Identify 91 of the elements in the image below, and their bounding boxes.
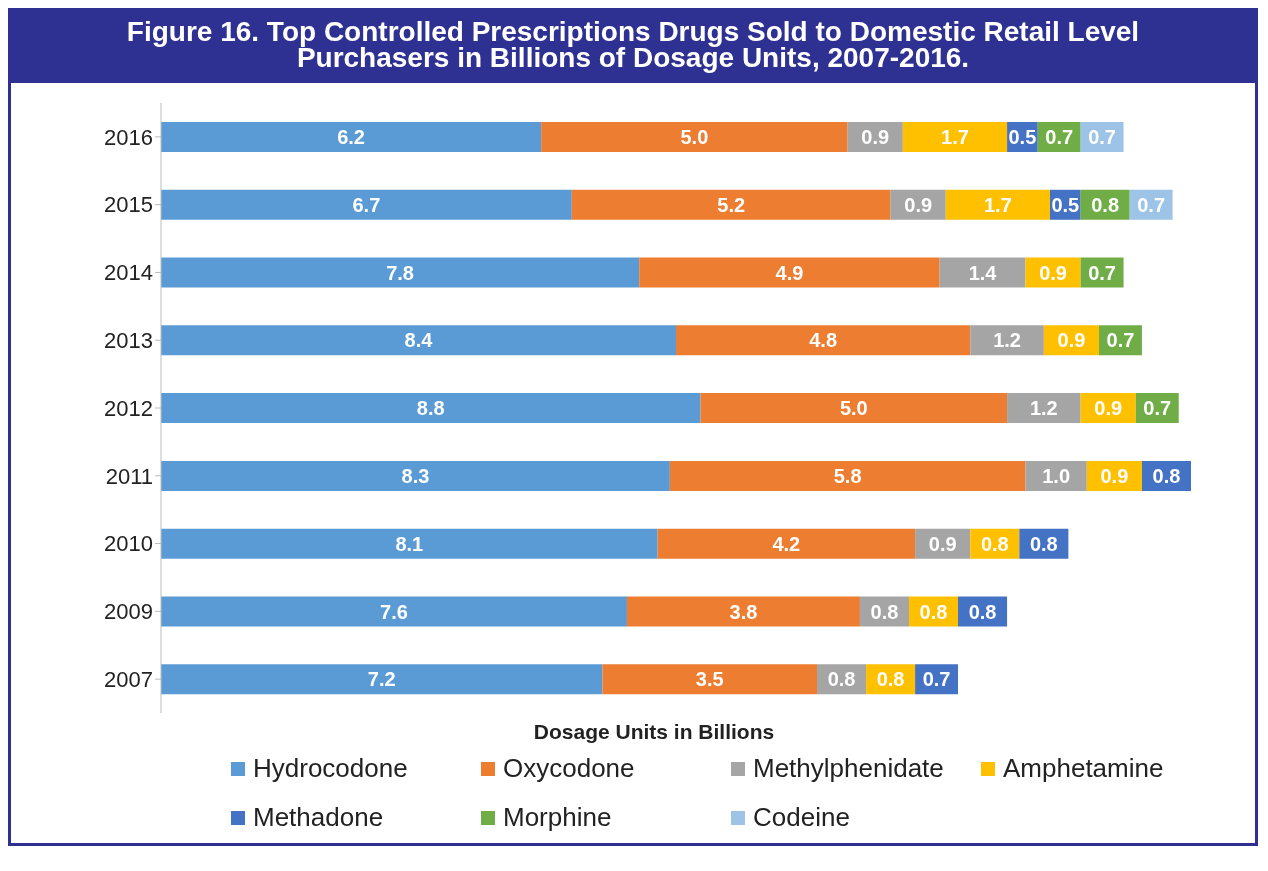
data-label: 5.2	[717, 193, 746, 216]
data-label: 0.9	[1094, 397, 1123, 420]
bar	[161, 596, 627, 627]
data-label: 8.1	[395, 532, 424, 555]
bar	[161, 528, 658, 559]
data-label: 0.8	[919, 600, 948, 623]
data-label: 8.4	[404, 329, 434, 352]
bar	[700, 393, 1008, 424]
y-tick-label: 2016	[104, 124, 153, 150]
bar	[161, 460, 670, 491]
legend-label: Codeine	[753, 802, 850, 833]
data-label: 0.7	[1106, 329, 1135, 352]
chart-title: Figure 16. Top Controlled Prescriptions Drugs Sold to Domestic Retail Level Purchasers in Billions of Dosage Units, 2007-2016.	[11, 11, 1255, 83]
data-label: 0.8	[1152, 464, 1181, 487]
data-label: 0.9	[1100, 464, 1129, 487]
bar	[626, 596, 860, 627]
data-label: 3.8	[729, 600, 758, 623]
y-tick-label: 2015	[104, 192, 153, 218]
data-label: 0.8	[827, 668, 856, 691]
data-label: 0.9	[861, 126, 890, 149]
data-label: 4.8	[809, 329, 838, 352]
data-label: 0.7	[1137, 193, 1166, 216]
data-label: 4.2	[772, 532, 801, 555]
bar	[939, 257, 1026, 288]
bar	[602, 664, 818, 695]
data-label: 0.7	[1143, 397, 1172, 420]
data-label: 0.8	[968, 600, 997, 623]
bar	[161, 393, 701, 424]
data-label: 1.4	[968, 261, 998, 284]
data-label: 1.0	[1042, 464, 1071, 487]
legend-label: Amphetamine	[1003, 753, 1164, 784]
bar	[657, 528, 916, 559]
y-tick-label: 2007	[104, 666, 153, 692]
y-tick-label: 2011	[105, 463, 153, 489]
data-label: 3.5	[695, 668, 724, 691]
data-label: 7.8	[386, 261, 415, 284]
data-label: 0.5	[1008, 126, 1037, 149]
data-label: 0.5	[1051, 193, 1080, 216]
bar	[669, 460, 1026, 491]
x-axis-title: Dosage Units in Billions	[532, 720, 776, 744]
bar	[161, 122, 542, 152]
y-tick-label: 2012	[104, 395, 153, 421]
bar	[161, 257, 640, 288]
y-tick-label: 2010	[104, 531, 153, 557]
data-label: 7.2	[367, 668, 396, 691]
data-label: 8.8	[416, 397, 445, 420]
bar	[161, 664, 603, 695]
data-label: 0.9	[928, 532, 957, 555]
data-label: 1.2	[993, 329, 1021, 352]
data-label: 7.6	[380, 600, 408, 623]
bar	[1025, 460, 1087, 491]
data-label: 1.7	[983, 193, 1012, 216]
bar	[639, 257, 940, 288]
bar	[676, 325, 971, 356]
legend-label: Oxycodone	[503, 753, 635, 784]
legend-label: Morphine	[503, 802, 612, 833]
bar	[945, 189, 1050, 220]
data-label: 0.7	[1045, 126, 1074, 149]
data-label: 0.7	[1088, 261, 1117, 284]
data-label: 0.8	[1091, 193, 1120, 216]
bar	[902, 122, 1008, 152]
bar	[1007, 393, 1081, 424]
data-label: 8.3	[401, 464, 430, 487]
bar	[970, 325, 1044, 356]
y-tick-label: 2013	[104, 328, 153, 354]
data-label: 0.8	[876, 668, 905, 691]
data-label: 6.7	[352, 193, 381, 216]
data-label: 0.9	[1057, 329, 1086, 352]
bar	[541, 122, 848, 152]
y-tick-label: 2014	[104, 260, 153, 286]
data-label: 1.2	[1029, 397, 1058, 420]
data-label: 5.8	[833, 464, 862, 487]
data-label: 0.8	[980, 532, 1009, 555]
data-label: 0.8	[1029, 532, 1058, 555]
legend-label: Hydrocodone	[253, 753, 408, 784]
legend-label: Methadone	[253, 802, 384, 833]
bar	[571, 189, 891, 220]
bar	[161, 189, 572, 220]
data-label: 0.7	[1088, 126, 1117, 149]
data-label: 6.2	[337, 126, 365, 149]
data-label: 5.0	[680, 126, 709, 149]
data-label: 0.8	[870, 600, 899, 623]
data-label: 0.9	[1039, 261, 1067, 284]
data-label: 0.9	[904, 193, 933, 216]
legend-label: Methylphenidate	[753, 753, 944, 784]
bar	[161, 325, 676, 356]
data-label: 0.7	[922, 668, 951, 691]
data-label: 1.7	[941, 126, 969, 149]
y-tick-label: 2009	[104, 599, 153, 625]
data-label: 5.0	[839, 397, 868, 420]
data-label: 4.9	[775, 261, 804, 284]
